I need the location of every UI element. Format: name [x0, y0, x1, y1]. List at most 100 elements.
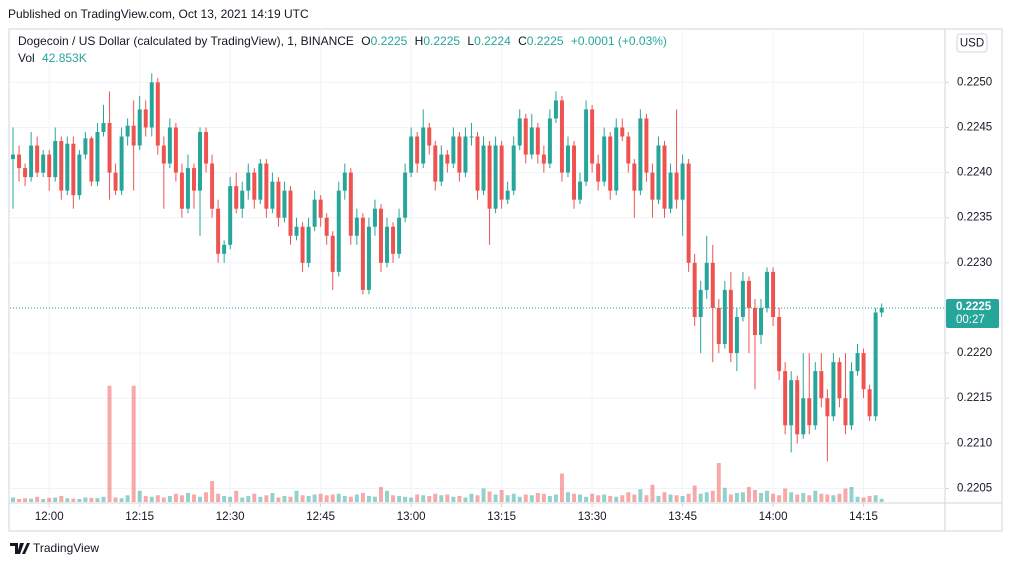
volume-legend: Vol 42.853K: [18, 51, 87, 65]
candle-body: [167, 127, 172, 164]
candle-body: [529, 127, 534, 155]
volume-bar: [801, 493, 806, 502]
volume-bar: [451, 496, 456, 502]
volume-bar: [270, 493, 275, 502]
candle-body: [759, 307, 764, 336]
y-tick-label: 0.2240: [957, 167, 992, 179]
candle-body: [541, 154, 546, 164]
candle-body: [656, 145, 661, 200]
volume-bar: [837, 493, 842, 502]
volume-bar: [849, 487, 854, 502]
candle-body: [819, 371, 824, 399]
volume-bar: [95, 498, 100, 502]
y-tick-label: 0.2230: [957, 257, 992, 269]
footer-brand: TradingView: [10, 541, 99, 555]
candle-body: [318, 199, 323, 218]
volume-bar: [131, 385, 136, 502]
y-tick-label: 0.2245: [957, 121, 992, 133]
candle-body: [457, 136, 462, 173]
volume-bar: [602, 494, 607, 502]
candle-body: [360, 217, 365, 290]
volume-bar: [807, 495, 812, 502]
volume-bar: [143, 496, 148, 502]
volume-bar: [475, 495, 480, 502]
x-tick-label: 12:15: [125, 511, 154, 523]
candle-body: [107, 122, 112, 173]
candle-body: [445, 154, 450, 164]
candle-body: [282, 190, 287, 218]
candle-body: [523, 118, 528, 155]
candle-body: [596, 163, 601, 182]
candle-body: [547, 118, 552, 164]
chart-frame: [8, 28, 1003, 532]
candle-body: [668, 172, 673, 209]
candle-body: [867, 389, 872, 417]
candle-body: [710, 262, 715, 308]
volume-bar: [529, 495, 534, 502]
volume-bar: [710, 490, 715, 502]
volume-bar: [83, 497, 88, 502]
volume-bar: [644, 495, 649, 502]
candle-body: [439, 154, 444, 182]
volume-bar: [240, 497, 245, 502]
candle-body: [372, 208, 377, 227]
candle-body: [137, 109, 142, 146]
brand-name: TradingView: [33, 541, 99, 555]
candle-body: [342, 172, 347, 191]
candle-body: [306, 226, 311, 263]
volume-bar: [11, 497, 16, 502]
volume-bar: [439, 495, 444, 502]
volume-bar: [505, 495, 510, 502]
volume-bar: [740, 492, 745, 502]
published-note: Published on TradingView.com, Oct 13, 20…: [8, 7, 309, 21]
candle-body: [23, 168, 28, 178]
candle-body: [855, 353, 860, 372]
y-tick-label: 0.2220: [957, 347, 992, 359]
volume-bar: [385, 490, 390, 502]
volume-bar: [819, 493, 824, 502]
candle-body: [704, 262, 709, 290]
volume-bar: [318, 493, 323, 502]
candle-body: [391, 226, 396, 254]
candle-body: [578, 181, 583, 200]
volume-bar: [614, 496, 619, 502]
volume-bar: [855, 496, 860, 502]
candle-body: [692, 262, 697, 317]
volume-bar: [276, 497, 281, 502]
candle-body: [95, 131, 100, 182]
volume-bar: [481, 488, 486, 502]
candle-body: [535, 127, 540, 155]
candle-body: [783, 371, 788, 426]
volume-bar: [71, 498, 76, 502]
volume-bar: [831, 495, 836, 502]
candle-body: [698, 289, 703, 317]
volume-bar: [734, 493, 739, 502]
x-tick-label: 13:45: [668, 511, 697, 523]
volume-bar: [722, 487, 727, 502]
volume-bar: [873, 495, 878, 502]
last-price-label: 0.2225: [956, 301, 992, 313]
currency: USD: [960, 38, 984, 50]
volume-bar: [264, 495, 269, 502]
volume-bar: [222, 496, 227, 502]
x-tick-label: 12:00: [35, 511, 64, 523]
volume-bar: [29, 498, 34, 502]
candle-body: [493, 145, 498, 209]
volume-bar: [511, 493, 516, 502]
volume-bar: [590, 493, 595, 502]
candle-body: [204, 131, 209, 164]
candle-body: [11, 154, 16, 160]
ohlc-value: 0.2225: [423, 34, 460, 48]
candle-body: [294, 226, 299, 236]
x-tick-label: 14:00: [759, 511, 788, 523]
candle-body: [222, 244, 227, 254]
candle-body: [433, 145, 438, 182]
volume-bar: [523, 494, 528, 502]
volume-bar: [185, 493, 190, 502]
volume-bar: [125, 495, 130, 502]
currency-badge[interactable]: [956, 33, 988, 53]
volume-bar: [366, 496, 371, 502]
volume-bar: [752, 490, 757, 502]
volume-bar: [210, 481, 215, 502]
